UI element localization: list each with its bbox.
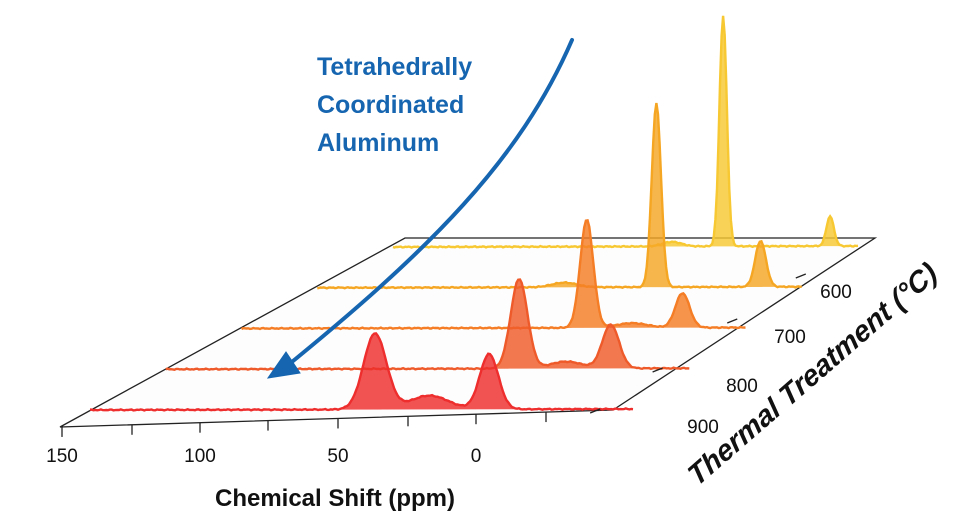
series-line-700 (317, 102, 802, 290)
y-tick-label: 600 (820, 282, 852, 303)
y-tick-label: 800 (726, 376, 758, 397)
x-axis-title: Chemical Shift (ppm) (215, 485, 455, 512)
x-tick-label: 50 (327, 446, 348, 467)
series-group (89, 15, 859, 412)
y-tick-mark (727, 318, 738, 324)
x-tick-label: 100 (184, 446, 216, 467)
annotation-text-line: Tetrahedrally (317, 53, 472, 81)
series-line-800 (240, 219, 746, 331)
y-tick-label: 700 (774, 327, 806, 348)
annotation-group: Tetrahedrally Coordinated Aluminum (266, 38, 574, 379)
series-line-900-front- (89, 332, 634, 412)
series-line-600 (392, 15, 859, 249)
annotation-arrow-shaft (280, 38, 574, 372)
annotation-text-line: Aluminum (317, 129, 439, 157)
y-tick-mark (795, 273, 807, 279)
y-tick-label: 900 (687, 417, 719, 438)
x-tick-label: 150 (46, 446, 78, 467)
x-tick-label: 0 (471, 446, 482, 467)
series-area-600 (393, 15, 858, 248)
annotation-arrow-head (266, 351, 301, 379)
annotation-text-line: Coordinated (317, 91, 464, 119)
series-line-900 (165, 278, 690, 371)
y-tick-mark (589, 408, 601, 414)
y-tick-mark (652, 367, 663, 373)
